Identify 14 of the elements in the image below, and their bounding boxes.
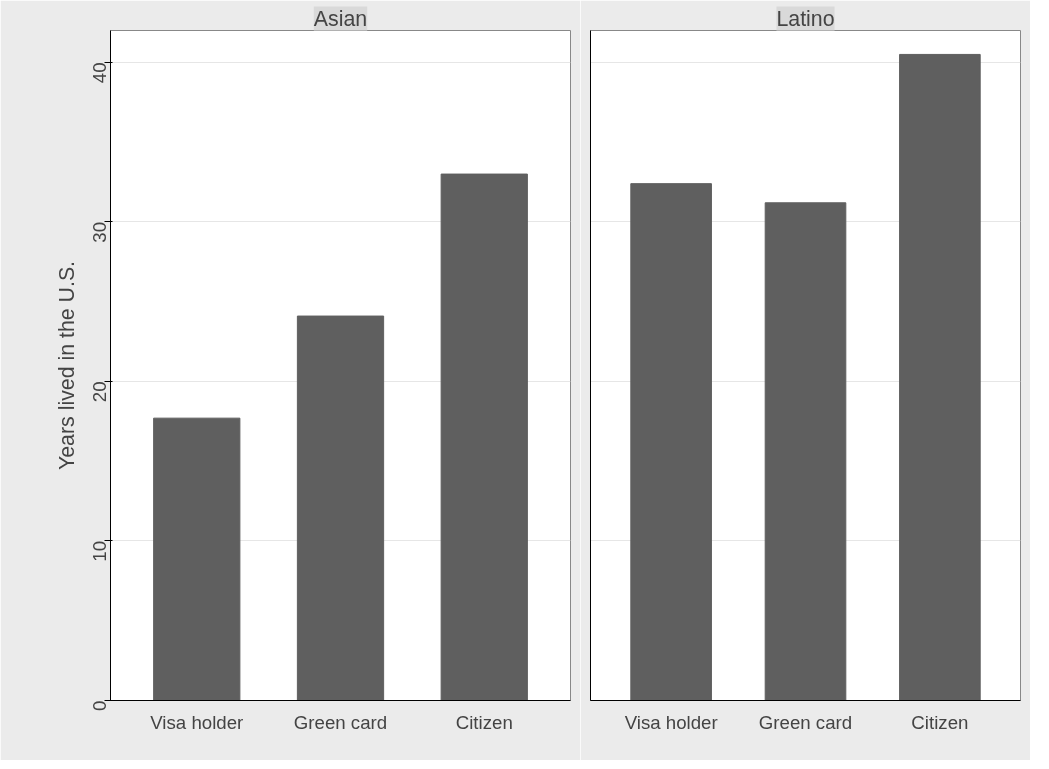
y-tick-label: 10 (89, 540, 110, 562)
chart-title: Asian (313, 6, 368, 31)
x-tick-label: Visa holder (624, 711, 718, 733)
y-tick-label: 40 (89, 62, 110, 84)
y-tick-label: 30 (89, 221, 110, 243)
y-axis-title: Years lived in the U.S. (54, 260, 79, 471)
x-tick-label: Citizen (455, 711, 513, 733)
y-tick-label: 20 (89, 381, 110, 403)
x-tick-label: Green card (293, 711, 388, 733)
x-tick-label: Green card (758, 711, 853, 733)
y-tick-label: 0 (89, 700, 110, 711)
chart-title: Latino (776, 6, 835, 31)
x-tick-label: Citizen (911, 711, 969, 733)
x-tick-label: Visa holder (150, 711, 244, 733)
